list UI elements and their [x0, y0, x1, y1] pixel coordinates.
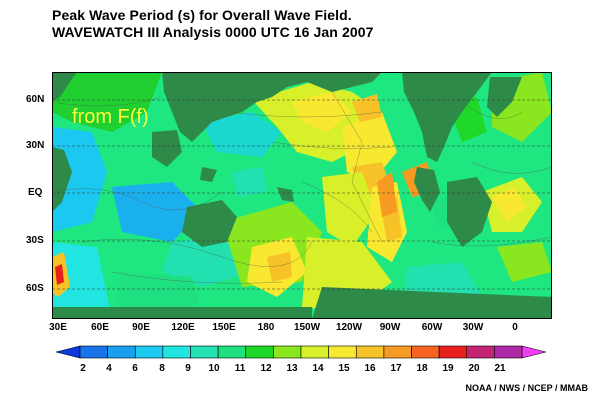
colorbar-cell — [328, 345, 357, 359]
colorbar-cell — [107, 345, 136, 359]
lon-label-120w: 120W — [335, 322, 363, 333]
chart-title-line2: WAVEWATCH III Analysis 0000 UTC 16 Jan 2… — [52, 24, 374, 40]
colorbar-cell — [383, 345, 412, 359]
colorbar-label-12: 12 — [260, 363, 272, 374]
colorbar-cell — [162, 345, 191, 359]
chart-title-line1: Peak Wave Period (s) for Overall Wave Fi… — [52, 7, 352, 23]
colorbar-arrow-left — [56, 345, 81, 359]
colorbar-label-13: 13 — [286, 363, 298, 374]
lon-label-0: 0 — [512, 322, 518, 333]
lat-label-60n: 60N — [26, 94, 45, 105]
land-masses — [52, 72, 552, 319]
lon-label-180: 180 — [257, 322, 275, 333]
lon-label-30e: 30E — [49, 322, 67, 333]
colorbar-label-9: 9 — [185, 363, 191, 374]
contour-lines — [52, 91, 552, 284]
colorbar-cell — [79, 345, 108, 359]
lat-label-60s: 60S — [26, 283, 44, 294]
credit-text: NOAA / NWS / NCEP / MMAB — [465, 383, 588, 393]
colorbar-label-6: 6 — [132, 363, 138, 374]
colorbar — [56, 345, 546, 359]
lon-label-30w: 30W — [462, 322, 484, 333]
colorbar-label-19: 19 — [442, 363, 454, 374]
colorbar-cell — [217, 345, 247, 359]
colorbar-label-15: 15 — [338, 363, 350, 374]
colorbar-label-11: 11 — [234, 363, 246, 374]
map-label: from F(f) — [72, 106, 149, 128]
lon-label-150e: 150E — [212, 322, 236, 333]
colorbar-label-16: 16 — [364, 363, 376, 374]
lon-label-60w: 60W — [421, 322, 443, 333]
map-border — [52, 72, 552, 319]
colorbar-label-20: 20 — [468, 363, 480, 374]
colorbar-label-17: 17 — [390, 363, 402, 374]
colorbar-label-21: 21 — [494, 363, 506, 374]
colorbar-cell — [466, 345, 495, 359]
colorbar-cell — [355, 345, 385, 359]
colorbar-cell — [494, 345, 523, 359]
colorbar-label-18: 18 — [416, 363, 428, 374]
lat-label-30s: 30S — [26, 235, 44, 246]
colorbar-label-14: 14 — [312, 363, 324, 374]
colorbar-cell — [190, 345, 219, 359]
lon-label-150w: 150W — [293, 322, 321, 333]
graticule — [52, 99, 552, 290]
colorbar-arrow-right — [521, 345, 546, 359]
colorbar-cell — [300, 345, 329, 359]
colorbar-label-2: 2 — [80, 363, 86, 374]
lon-label-90e: 90E — [132, 322, 150, 333]
wave-period-map — [52, 72, 552, 319]
colorbar-label-4: 4 — [106, 363, 112, 374]
lon-label-90w: 90W — [379, 322, 401, 333]
colorbar-label-10: 10 — [208, 363, 220, 374]
colorbar-cell — [411, 345, 440, 359]
colorbar-cell — [273, 345, 302, 359]
colorbar-cell — [134, 345, 164, 359]
lon-label-60e: 60E — [91, 322, 109, 333]
lon-label-120e: 120E — [171, 322, 195, 333]
colorbar-cell — [438, 345, 468, 359]
colorbar-label-8: 8 — [159, 363, 165, 374]
colorbar-cell — [245, 345, 274, 359]
lat-label-30n: 30N — [26, 140, 45, 151]
lat-label-eq: EQ — [28, 187, 43, 198]
